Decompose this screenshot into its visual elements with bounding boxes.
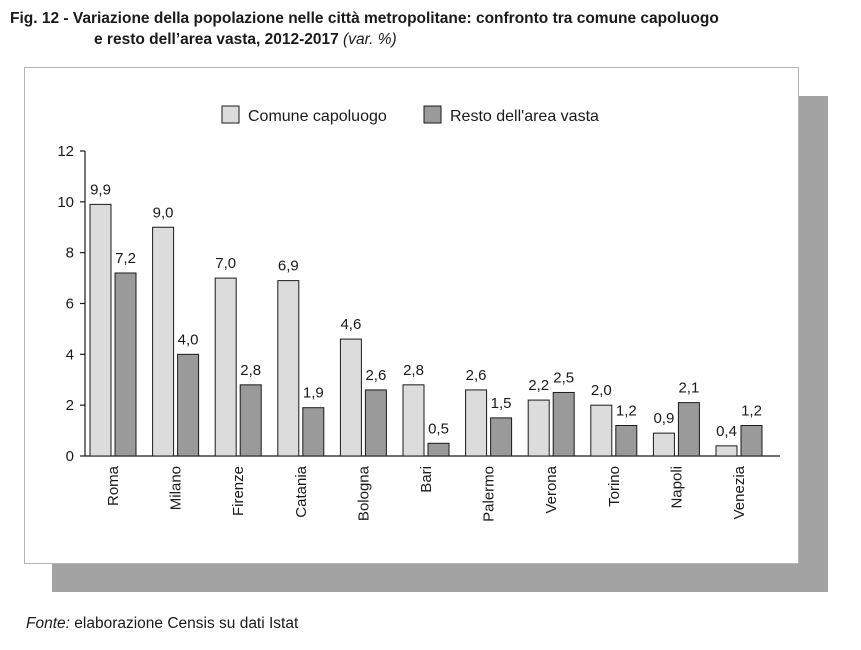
y-tick-label: 0: [66, 448, 74, 465]
bar-value-label: 2,1: [678, 380, 699, 397]
y-tick-label: 8: [66, 245, 74, 262]
bar-resto-area-vasta: [114, 272, 137, 457]
bar-value-label: 0,9: [653, 410, 674, 427]
y-tick-label: 4: [66, 346, 74, 363]
bar-value-label: 1,2: [616, 403, 637, 420]
x-tick-label: Catania: [293, 465, 310, 517]
bar-value-label: 2,8: [403, 362, 424, 379]
bar-resto-area-vasta: [740, 425, 763, 457]
x-tick-label: Verona: [543, 465, 560, 513]
bar-comune-capoluogo: [715, 445, 738, 457]
bar-value-label: 1,9: [303, 385, 324, 402]
bar-value-label: 9,0: [153, 204, 174, 221]
bar-value-label: 0,5: [428, 420, 449, 437]
y-tick-label: 2: [66, 397, 74, 414]
x-tick-label: Milano: [168, 466, 185, 510]
bar-comune-capoluogo: [652, 432, 675, 457]
legend-label: Resto dell'area vasta: [450, 108, 599, 125]
bar-comune-capoluogo: [214, 277, 237, 457]
x-tick-label: Bari: [418, 466, 435, 493]
bar-value-label: 2,8: [240, 362, 261, 379]
x-tick-label: Venezia: [731, 465, 748, 519]
bar-comune-capoluogo: [465, 389, 488, 457]
x-tick-label: Bologna: [355, 465, 372, 521]
bar-value-label: 4,6: [340, 316, 361, 333]
bar-comune-capoluogo: [527, 399, 550, 457]
bar-value-label: 4,0: [178, 331, 199, 348]
bar-resto-area-vasta: [615, 425, 638, 457]
bar-comune-capoluogo: [402, 384, 425, 457]
bar-value-label: 0,4: [716, 423, 737, 440]
bar-comune-capoluogo: [277, 280, 300, 457]
figure-title: Fig. 12 - Variazione della popolazione n…: [10, 8, 855, 50]
figure-title-continuation: e resto dell’area vasta, 2012-2017 (var.…: [10, 29, 855, 50]
bar-comune-capoluogo: [590, 404, 613, 457]
bar-value-label: 2,0: [591, 382, 612, 399]
bar-value-label: 2,2: [528, 377, 549, 394]
x-tick-label: Torino: [606, 466, 623, 507]
bar-resto-area-vasta: [239, 384, 262, 457]
x-tick-label: Firenze: [230, 466, 247, 516]
bar-resto-area-vasta: [552, 391, 575, 457]
source-note: Fonte: elaborazione Censis su dati Istat: [26, 615, 298, 633]
bar-value-label: 2,5: [553, 369, 574, 386]
figure-title-cont: e resto dell’area vasta, 2012-2017: [94, 31, 339, 48]
bar-comune-capoluogo: [339, 338, 362, 457]
legend-label: Comune capoluogo: [248, 108, 387, 125]
bar-comune-capoluogo: [89, 203, 112, 457]
legend-swatch-resto-area-vasta: [423, 105, 442, 124]
source-label: Fonte:: [26, 615, 70, 632]
bar-resto-area-vasta: [427, 442, 450, 457]
bar-value-label: 9,9: [90, 181, 111, 198]
x-tick-label: Napoli: [668, 466, 685, 509]
bar-resto-area-vasta: [490, 417, 513, 457]
figure-title-unit: (var. %): [343, 31, 397, 48]
y-tick-label: 12: [57, 143, 74, 160]
bar-value-label: 2,6: [365, 367, 386, 384]
figure-title-main: Fig. 12 - Variazione della popolazione n…: [10, 10, 719, 27]
x-tick-label: Palermo: [481, 466, 498, 522]
x-tick-label: Roma: [105, 465, 122, 506]
y-tick-label: 6: [66, 296, 74, 313]
bar-value-label: 7,0: [215, 255, 236, 272]
bar-value-label: 1,2: [741, 403, 762, 420]
bar-resto-area-vasta: [302, 407, 325, 457]
legend-swatch-comune-capoluogo: [221, 105, 240, 124]
bar-value-label: 6,9: [278, 258, 299, 275]
bar-value-label: 2,6: [466, 367, 487, 384]
bar-value-label: 1,5: [491, 395, 512, 412]
bar-value-label: 7,2: [115, 250, 136, 267]
bar-comune-capoluogo: [152, 226, 175, 457]
bar-resto-area-vasta: [364, 389, 387, 457]
bar-resto-area-vasta: [677, 402, 700, 457]
y-tick-label: 10: [57, 194, 74, 211]
source-text: elaborazione Censis su dati Istat: [74, 615, 299, 632]
bar-resto-area-vasta: [177, 353, 200, 457]
